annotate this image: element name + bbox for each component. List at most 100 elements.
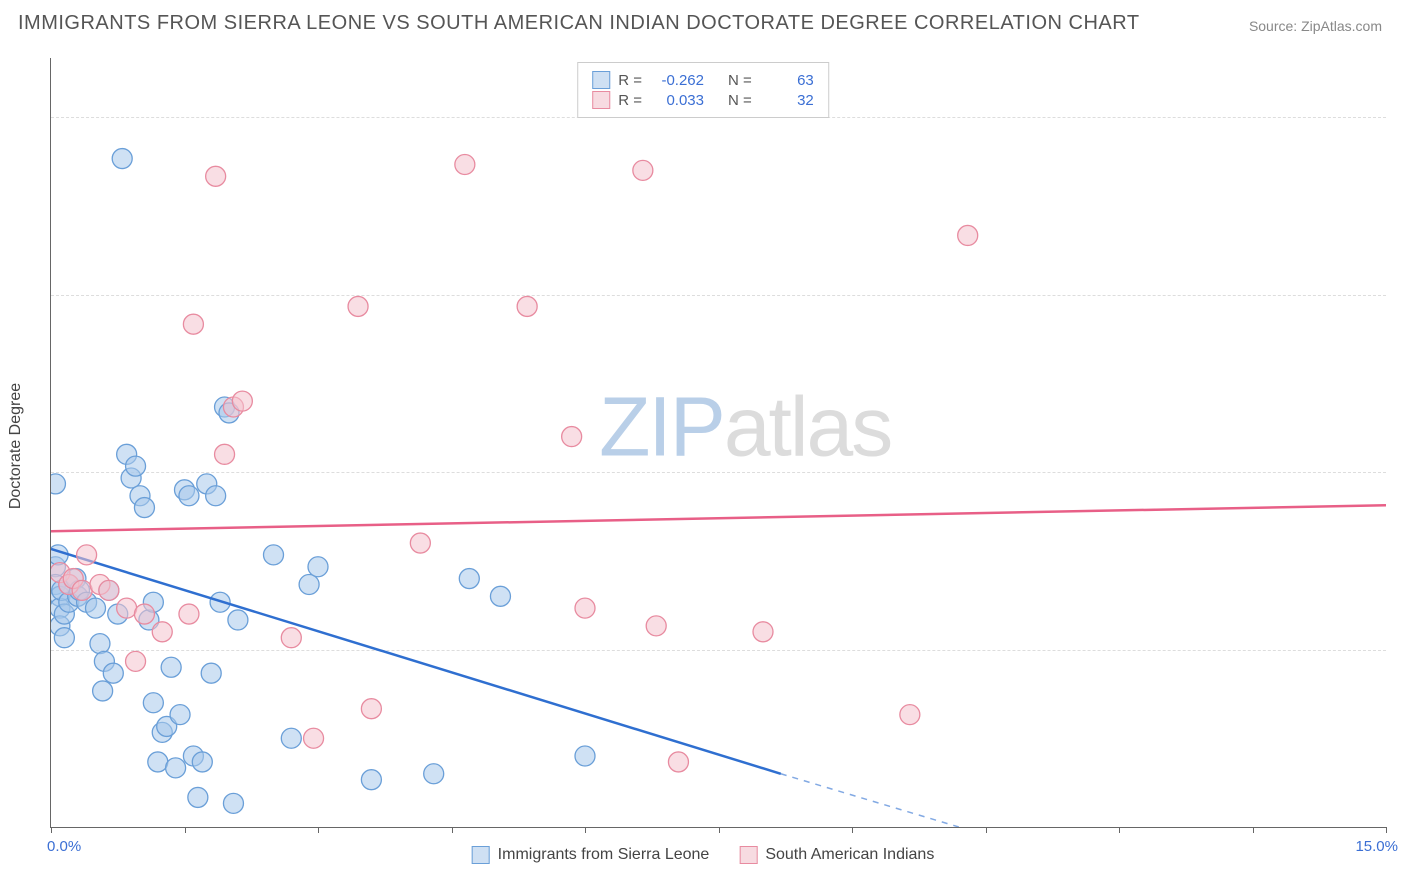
data-point [410,533,430,553]
data-point [51,545,68,565]
data-point [517,296,537,316]
data-point [232,391,252,411]
data-point [188,787,208,807]
data-point [179,486,199,506]
data-point [126,456,146,476]
x-tick [1119,827,1120,833]
data-point [161,657,181,677]
data-point [77,545,97,565]
data-point [143,693,163,713]
swatch-pink [739,846,757,864]
r-label: R = [618,92,642,109]
data-point [99,580,119,600]
x-tick [318,827,319,833]
trend-line [51,505,1386,531]
data-point [179,604,199,624]
swatch-blue [592,71,610,89]
data-point [192,752,212,772]
y-tick-label: 3.0% [1392,464,1406,481]
legend-label-blue: Immigrants from Sierra Leone [498,846,710,864]
x-tick [1253,827,1254,833]
data-point [646,616,666,636]
data-point [201,663,221,683]
data-point [134,604,154,624]
data-point [170,705,190,725]
data-point [126,651,146,671]
correlation-row-blue: R = -0.262 N = 63 [592,71,814,89]
data-point [459,569,479,589]
data-point [575,746,595,766]
x-axis-min-label: 0.0% [47,838,81,855]
data-point [152,622,172,642]
data-point [668,752,688,772]
n-label: N = [728,72,752,89]
data-point [112,149,132,169]
scatter-svg [51,58,1386,827]
data-point [90,634,110,654]
r-value-blue: -0.262 [650,72,704,89]
legend-item-pink: South American Indians [739,846,934,864]
data-point [148,752,168,772]
x-tick [1386,827,1387,833]
x-tick [719,827,720,833]
data-point [575,598,595,618]
swatch-pink [592,91,610,109]
data-point [166,758,186,778]
data-point [424,764,444,784]
data-point [117,598,137,618]
y-tick-label: 6.0% [1392,109,1406,126]
data-point [361,770,381,790]
legend-label-pink: South American Indians [765,846,934,864]
data-point [54,628,74,648]
data-point [900,705,920,725]
data-point [206,166,226,186]
data-point [361,699,381,719]
correlation-row-pink: R = 0.033 N = 32 [592,91,814,109]
data-point [183,314,203,334]
n-value-pink: 32 [760,92,814,109]
data-point [228,610,248,630]
source-label: Source: ZipAtlas.com [1249,18,1382,34]
chart-plot-area: ZIPatlas 0.0% 15.0% 1.5%3.0%4.5%6.0% [50,58,1386,828]
data-point [308,557,328,577]
x-tick [452,827,453,833]
data-point [134,498,154,518]
n-value-blue: 63 [760,72,814,89]
r-value-pink: 0.033 [650,92,704,109]
y-tick-label: 4.5% [1392,286,1406,303]
data-point [86,598,106,618]
trend-line-dashed [781,774,959,827]
data-point [51,474,65,494]
data-point [299,574,319,594]
chart-title: IMMIGRANTS FROM SIERRA LEONE VS SOUTH AM… [18,12,1140,35]
x-tick [852,827,853,833]
data-point [562,427,582,447]
data-point [455,154,475,174]
data-point [93,681,113,701]
data-point [281,728,301,748]
x-tick [585,827,586,833]
swatch-blue [472,846,490,864]
x-axis-max-label: 15.0% [1355,838,1398,855]
data-point [281,628,301,648]
legend-item-blue: Immigrants from Sierra Leone [472,846,710,864]
data-point [348,296,368,316]
r-label: R = [618,72,642,89]
data-point [753,622,773,642]
y-axis-label: Doctorate Degree [7,383,25,509]
data-point [490,586,510,606]
correlation-legend: R = -0.262 N = 63 R = 0.033 N = 32 [577,62,829,118]
series-legend: Immigrants from Sierra Leone South Ameri… [472,846,935,864]
data-point [958,225,978,245]
data-point [223,793,243,813]
data-point [264,545,284,565]
data-point [304,728,324,748]
n-label: N = [728,92,752,109]
x-tick [51,827,52,833]
data-point [206,486,226,506]
x-tick [986,827,987,833]
data-point [215,444,235,464]
y-tick-label: 1.5% [1392,641,1406,658]
data-point [103,663,123,683]
data-point [633,160,653,180]
